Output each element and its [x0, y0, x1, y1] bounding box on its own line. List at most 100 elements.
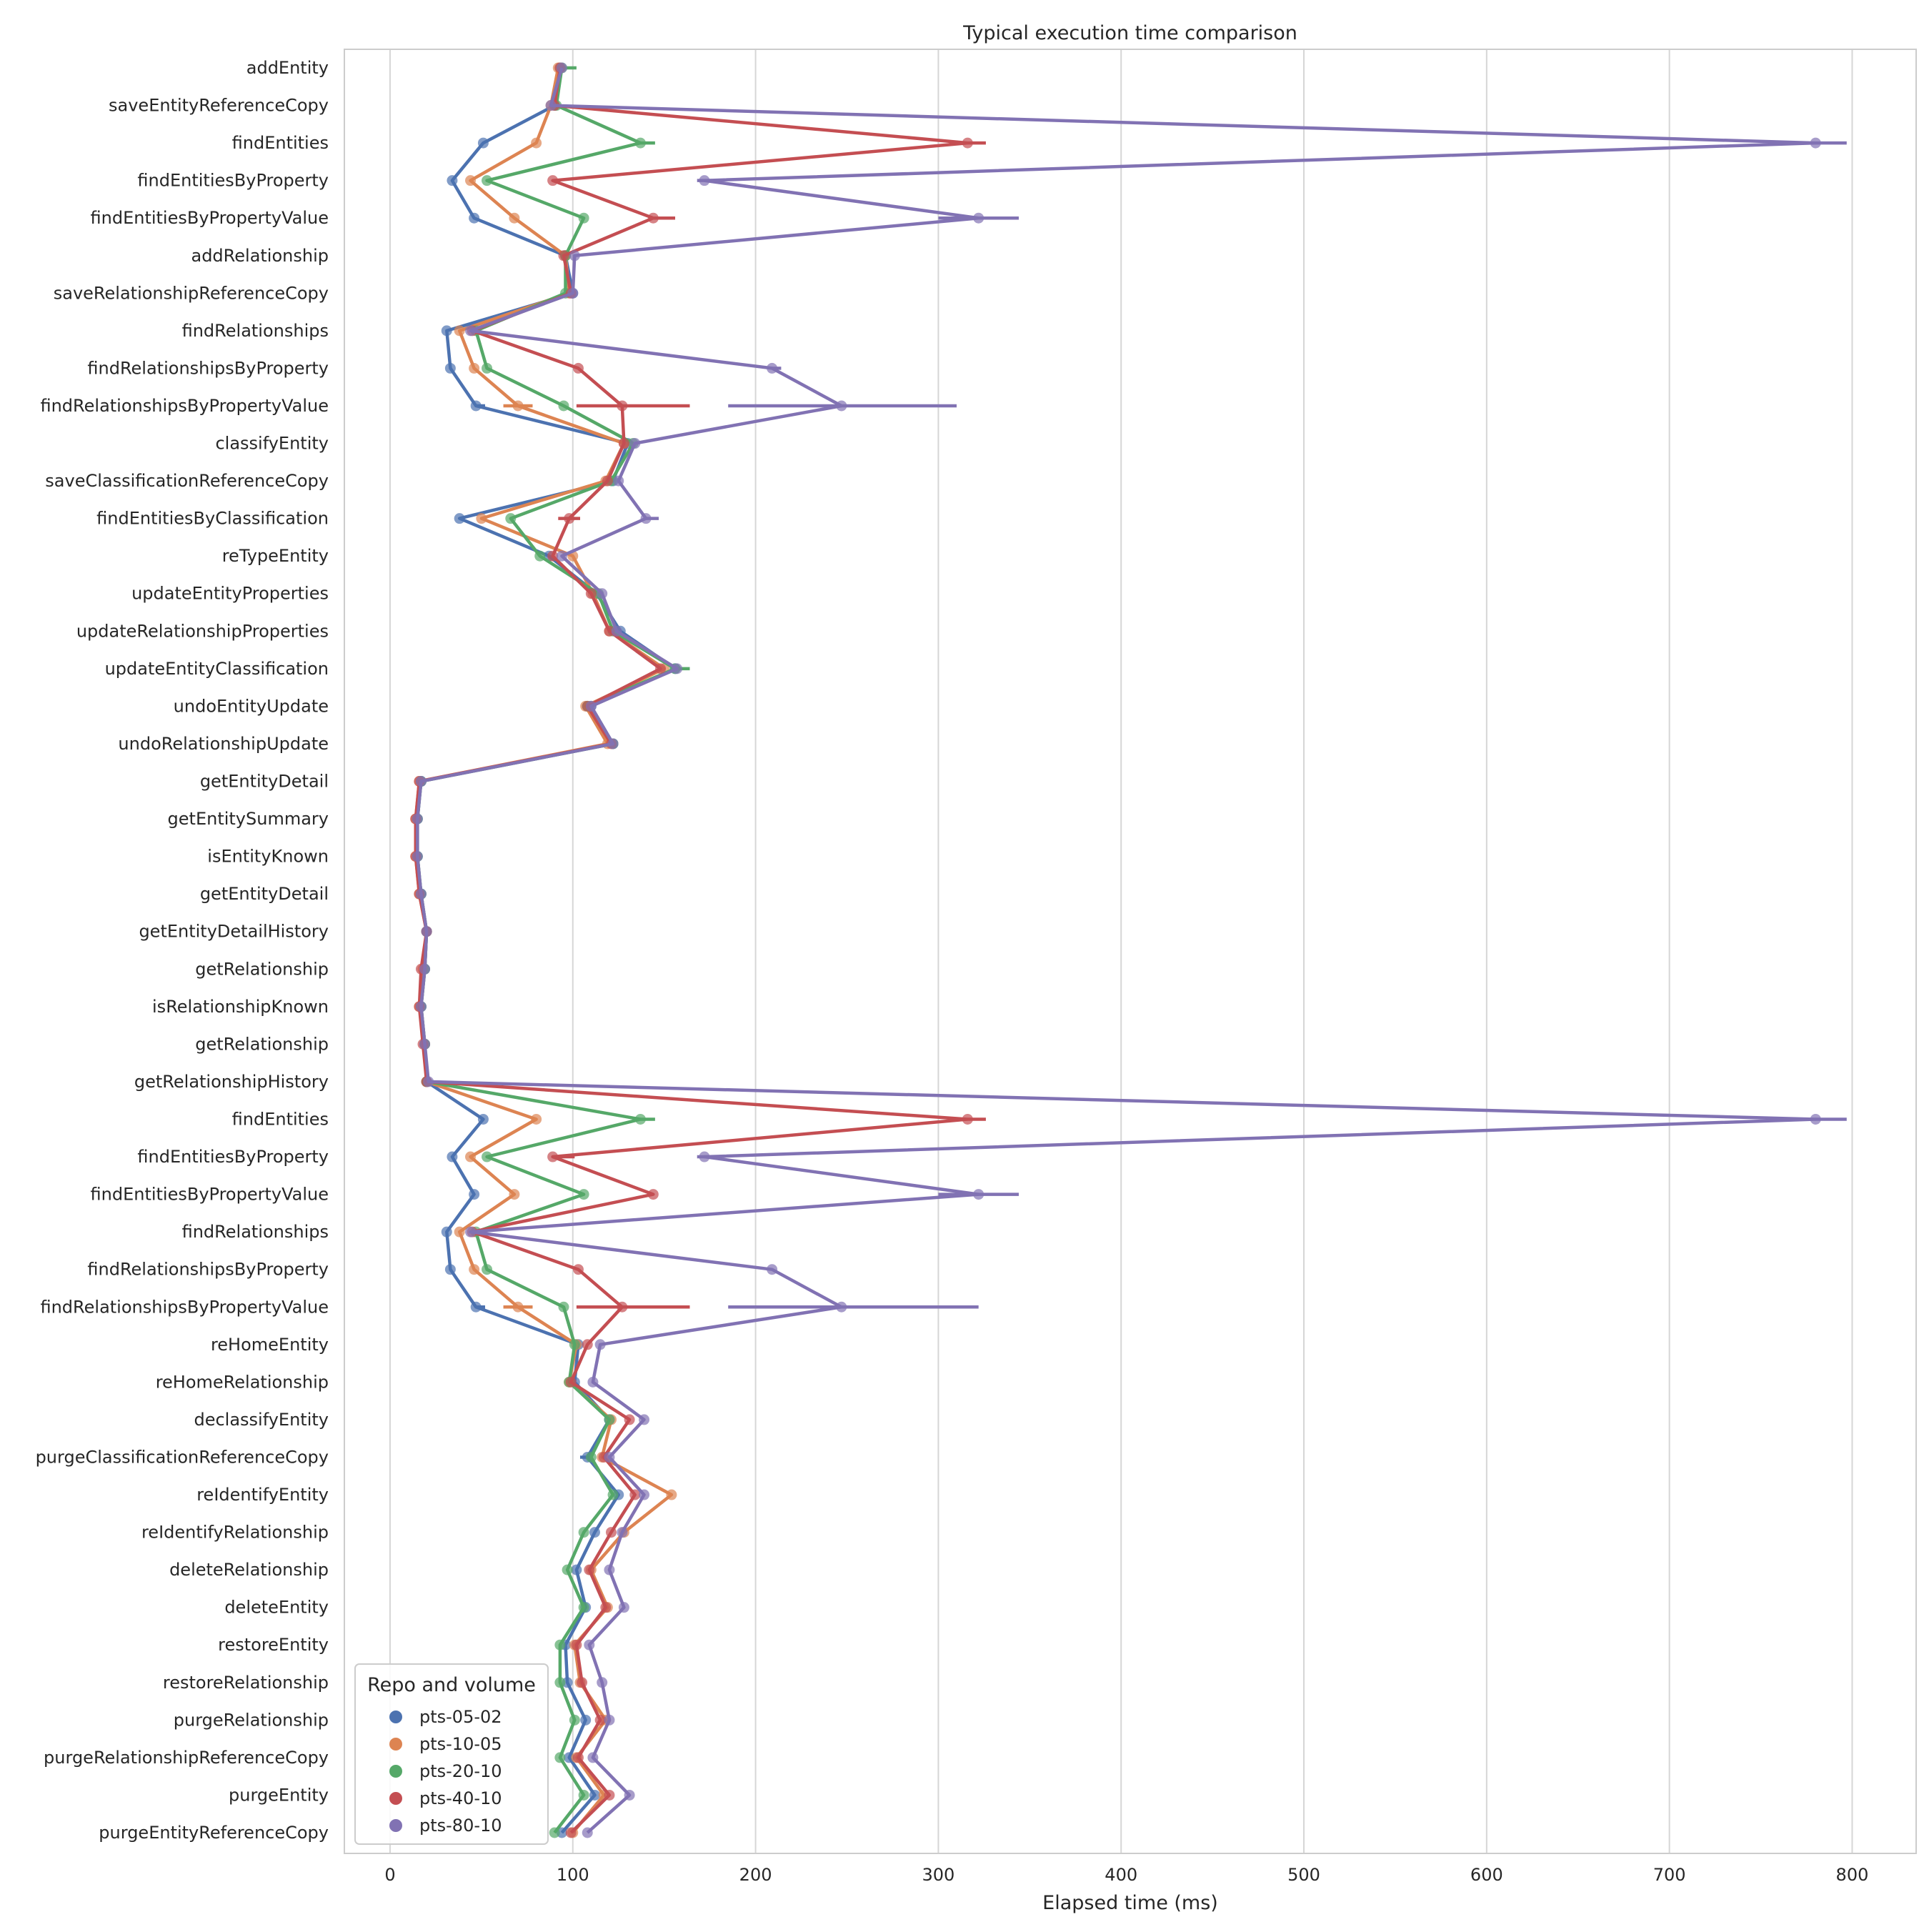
- data-point: [477, 1113, 489, 1125]
- x-tick-label: 100: [557, 1865, 589, 1885]
- data-point: [569, 1339, 580, 1350]
- data-point: [412, 851, 423, 862]
- data-point: [423, 1076, 434, 1087]
- legend[interactable]: Repo and volume pts-05-02 pts-10-05 pts-20…: [354, 1663, 549, 1845]
- x-tick-label: 200: [739, 1865, 772, 1885]
- data-point: [470, 400, 482, 412]
- data-point: [470, 1301, 482, 1313]
- data-point: [647, 1189, 659, 1200]
- data-point: [962, 137, 973, 149]
- y-tick-label: purgeRelationship: [174, 1710, 329, 1730]
- data-point: [605, 1527, 617, 1538]
- data-point: [465, 1151, 477, 1162]
- data-point: [640, 513, 652, 524]
- y-tick-label: reHomeEntity: [211, 1335, 329, 1355]
- data-point: [666, 1489, 677, 1500]
- y-tick-label: saveRelationshipReferenceCopy: [54, 283, 329, 303]
- data-point: [444, 362, 456, 374]
- y-tick-label: classifyEntity: [215, 434, 329, 454]
- data-point: [441, 325, 452, 337]
- data-point: [565, 1827, 577, 1838]
- data-point: [509, 212, 520, 224]
- data-point: [639, 1414, 650, 1425]
- data-point: [602, 475, 613, 487]
- data-point: [578, 212, 589, 224]
- data-point: [836, 1301, 847, 1313]
- data-point: [415, 888, 427, 900]
- y-tick-label: getRelationship: [195, 1034, 329, 1054]
- y-tick-label: findEntities: [232, 133, 329, 153]
- y-tick-label: reTypeEntity: [222, 546, 329, 566]
- grid-layer: [389, 49, 1853, 1853]
- y-tick-label: updateEntityClassification: [105, 659, 329, 679]
- data-point: [565, 1376, 577, 1388]
- data-point: [699, 175, 710, 186]
- legend-label: pts-40-10: [419, 1788, 502, 1808]
- data-point: [699, 1151, 710, 1162]
- data-point: [558, 400, 569, 412]
- x-tick-label: 600: [1470, 1865, 1503, 1885]
- data-point: [618, 438, 629, 449]
- data-point: [482, 175, 493, 186]
- data-point: [604, 1714, 615, 1726]
- data-point: [589, 1789, 600, 1801]
- data-point: [547, 175, 559, 186]
- data-point: [634, 137, 646, 149]
- data-point: [482, 1151, 493, 1162]
- y-tick-label: reHomeRelationship: [156, 1372, 329, 1392]
- data-point: [547, 550, 559, 562]
- y-tick-label: findRelationshipsByProperty: [87, 358, 329, 378]
- legend-items: pts-05-02 pts-10-05 pts-20-10 pts-40-10 pts-…: [389, 1707, 502, 1836]
- y-tick-label: restoreEntity: [218, 1635, 329, 1655]
- data-point: [556, 62, 567, 74]
- x-tick-label: 800: [1836, 1865, 1869, 1885]
- data-point: [415, 1001, 427, 1012]
- x-axis-tick-labels: 0 100 200 300 400 500 600 700 800: [384, 1865, 1868, 1885]
- y-tick-label: undoEntityUpdate: [174, 696, 329, 716]
- data-point: [594, 1714, 606, 1726]
- data-point: [558, 250, 569, 262]
- legend-marker: [389, 1765, 402, 1778]
- data-point: [444, 1264, 456, 1275]
- data-point: [607, 738, 619, 750]
- data-point: [571, 1639, 582, 1650]
- data-point: [482, 1264, 493, 1275]
- x-tick-label: 700: [1653, 1865, 1686, 1885]
- x-axis-label: Elapsed time (ms): [1042, 1892, 1218, 1914]
- data-point: [469, 212, 480, 224]
- data-point: [572, 1752, 584, 1763]
- y-tick-label: findRelationshipsByPropertyValue: [40, 396, 329, 416]
- data-point: [512, 400, 524, 412]
- y-tick-label: findEntitiesByPropertyValue: [91, 208, 329, 228]
- data-point: [505, 513, 517, 524]
- y-tick-label: deleteEntity: [224, 1598, 329, 1618]
- y-tick-label: findRelationshipsByPropertyValue: [40, 1297, 329, 1317]
- data-point: [607, 1489, 619, 1500]
- data-point: [973, 1189, 985, 1200]
- y-tick-label: updateEntityProperties: [131, 584, 329, 604]
- data-point: [419, 1038, 431, 1050]
- data-point: [962, 1113, 973, 1125]
- data-point: [578, 1189, 589, 1200]
- data-point: [611, 625, 622, 637]
- data-point: [1810, 137, 1821, 149]
- data-point: [476, 513, 487, 524]
- data-point: [617, 400, 628, 412]
- legend-label: pts-80-10: [419, 1816, 502, 1836]
- data-point: [569, 1714, 580, 1726]
- y-tick-label: purgeClassificationReferenceCopy: [36, 1447, 329, 1467]
- y-tick-label: findEntitiesByProperty: [137, 171, 329, 191]
- y-tick-label: getEntityDetail: [200, 772, 329, 792]
- data-point: [572, 362, 584, 374]
- x-tick-label: 400: [1105, 1865, 1137, 1885]
- x-tick-label: 500: [1287, 1865, 1320, 1885]
- data-point: [767, 362, 778, 374]
- y-tick-label: getRelationshipHistory: [134, 1072, 329, 1092]
- legend-marker: [389, 1792, 402, 1805]
- data-point: [512, 1301, 524, 1313]
- y-tick-label: addEntity: [246, 58, 329, 78]
- y-tick-label: saveEntityReferenceCopy: [109, 96, 329, 116]
- data-point: [447, 175, 458, 186]
- y-tick-label: purgeEntityReferenceCopy: [99, 1823, 329, 1843]
